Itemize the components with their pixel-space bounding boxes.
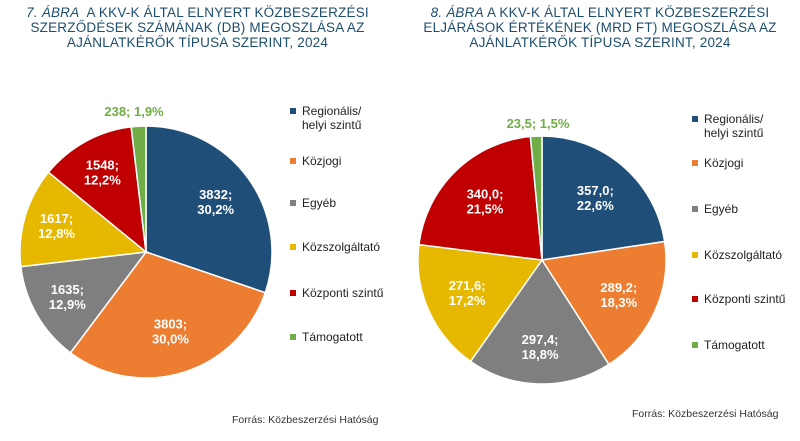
pie-chart-2: 357,0; 22,6% 289,2; 18,3% 297,4; 18,8% 271,6; 1… <box>417 116 667 385</box>
data-label-egyeb: 1635; 12,9% <box>49 282 86 312</box>
title-line-1-3: AJÁNLATKÉRŐK TÍPUSA SZERINT, 2024 <box>66 35 329 50</box>
title-line-2-3: AJÁNLATKÉRŐK TÍPUSA SZERINT, 2024 <box>469 35 731 50</box>
source-note-2: Forrás: Közbeszerzési Hatóság <box>632 408 779 420</box>
title-line-2-2: ELJÁRÁSOK ÉRTÉKÉNEK (MRD FT) MEGOSZLÁSA … <box>423 20 777 35</box>
figure-number-2: 8. ÁBRA <box>430 5 484 20</box>
data-label-regionalis-helyi-szintu: 3832; 30,2% <box>197 187 234 217</box>
data-label-kozjogi: 3803; 30,0% <box>152 316 189 346</box>
data-label-kozszolgaltato: 1617; 12,8% <box>38 211 75 241</box>
legend-swatch <box>692 296 698 302</box>
legend-swatch <box>692 342 698 348</box>
pie-slice-kozjogi <box>69 251 267 379</box>
title-line-1-1: A KKV-K ÁLTAL ELNYERT KÖZBESZERZÉSI <box>86 5 369 20</box>
pie-slice-tamogatott <box>130 125 147 253</box>
pie-slice-regionalis-helyi-szintu <box>145 125 273 294</box>
legend-label: Központi szintű <box>302 286 384 300</box>
legend-label: Közszolgáltató <box>302 240 381 254</box>
legend-label: Regionális/helyi szintű <box>704 112 764 140</box>
legend-swatch <box>692 116 698 122</box>
legend-label: Támogatott <box>704 338 765 352</box>
legend-label: Közjogi <box>704 156 744 170</box>
pie-slice-kozszolgaltato <box>417 243 544 363</box>
data-label-kozszolgaltato: 271,6; 17,2% <box>449 278 486 308</box>
figure-number-1: 7. ÁBRA <box>26 5 80 20</box>
source-note-1: Forrás: Közbeszerzési Hatóság <box>232 414 379 426</box>
chart-panel-2: 8. ÁBRA A KKV-K ÁLTAL ELNYERT KÖZBESZERZ… <box>400 0 800 441</box>
legend-swatch <box>290 200 296 206</box>
legend-swatch <box>290 108 296 114</box>
pie-slice-kozponti-szintu <box>47 126 147 254</box>
data-label-tamogatott: 238; 1,9% <box>104 104 164 119</box>
legend-label: Egyéb <box>704 202 739 216</box>
legend-swatch <box>290 334 296 340</box>
pie-slice-regionalis-helyi-szintu <box>541 135 666 261</box>
legend-swatch <box>290 290 296 296</box>
chart-title-1: 7. ÁBRA A KKV-K ÁLTAL ELNYERT KÖZBESZERZ… <box>0 5 395 50</box>
data-label-tamogatott: 23,5; 1,5% <box>507 116 570 131</box>
legend-label: Közjogi <box>302 154 342 168</box>
legend-swatch <box>290 244 296 250</box>
legend-label: Központi szintű <box>704 292 786 306</box>
title-line-1-2: SZERZŐDÉSEK SZÁMÁNAK (DB) MEGOSZLÁSA AZ <box>30 20 365 35</box>
legend-swatch <box>692 252 698 258</box>
legend-label: Közszolgáltató <box>704 248 783 262</box>
chart-panel-1: 7. ÁBRA A KKV-K ÁLTAL ELNYERT KÖZBESZERZ… <box>0 0 395 441</box>
chart-title-2: 8. ÁBRA A KKV-K ÁLTAL ELNYERT KÖZBESZERZ… <box>400 5 800 50</box>
legend-label: Támogatott <box>302 330 363 344</box>
legend-1: Regionális/helyi szintű Közjogi Egyéb Közsz… <box>290 104 395 364</box>
pie-slice-kozszolgaltato <box>19 171 148 268</box>
legend-2: Regionális/helyi szintű Közjogi Egyéb Közsz… <box>692 112 800 362</box>
data-label-kozjogi: 289,2; 18,3% <box>600 280 637 310</box>
data-label-kozponti-szintu: 340,0; 21,5% <box>467 186 504 216</box>
pie-slice-tamogatott <box>529 135 543 261</box>
data-label-regionalis-helyi-szintu: 357,0; 22,6% <box>577 183 614 213</box>
data-label-kozponti-szintu: 1548; 12,2% <box>84 157 121 187</box>
title-line-2-1: A KKV-K ÁLTAL ELNYERT KÖZBESZERZÉSI <box>487 5 770 20</box>
legend-swatch <box>692 160 698 166</box>
pie-slice-egyeb <box>20 251 148 354</box>
legend-label: Regionális/helyi szintű <box>302 104 362 132</box>
pie-chart-1: 3832; 30,2% 3803; 30,0% 1635; 12,9% 1617; 12,8%… <box>19 104 273 379</box>
legend-label: Egyéb <box>302 196 337 210</box>
legend-swatch <box>290 158 296 164</box>
pie-slice-kozponti-szintu <box>418 135 543 261</box>
data-label-egyeb: 297,4; 18,8% <box>522 332 559 362</box>
legend-swatch <box>692 206 698 212</box>
pie-slice-kozjogi <box>540 240 667 366</box>
pie-slice-egyeb <box>469 258 610 385</box>
